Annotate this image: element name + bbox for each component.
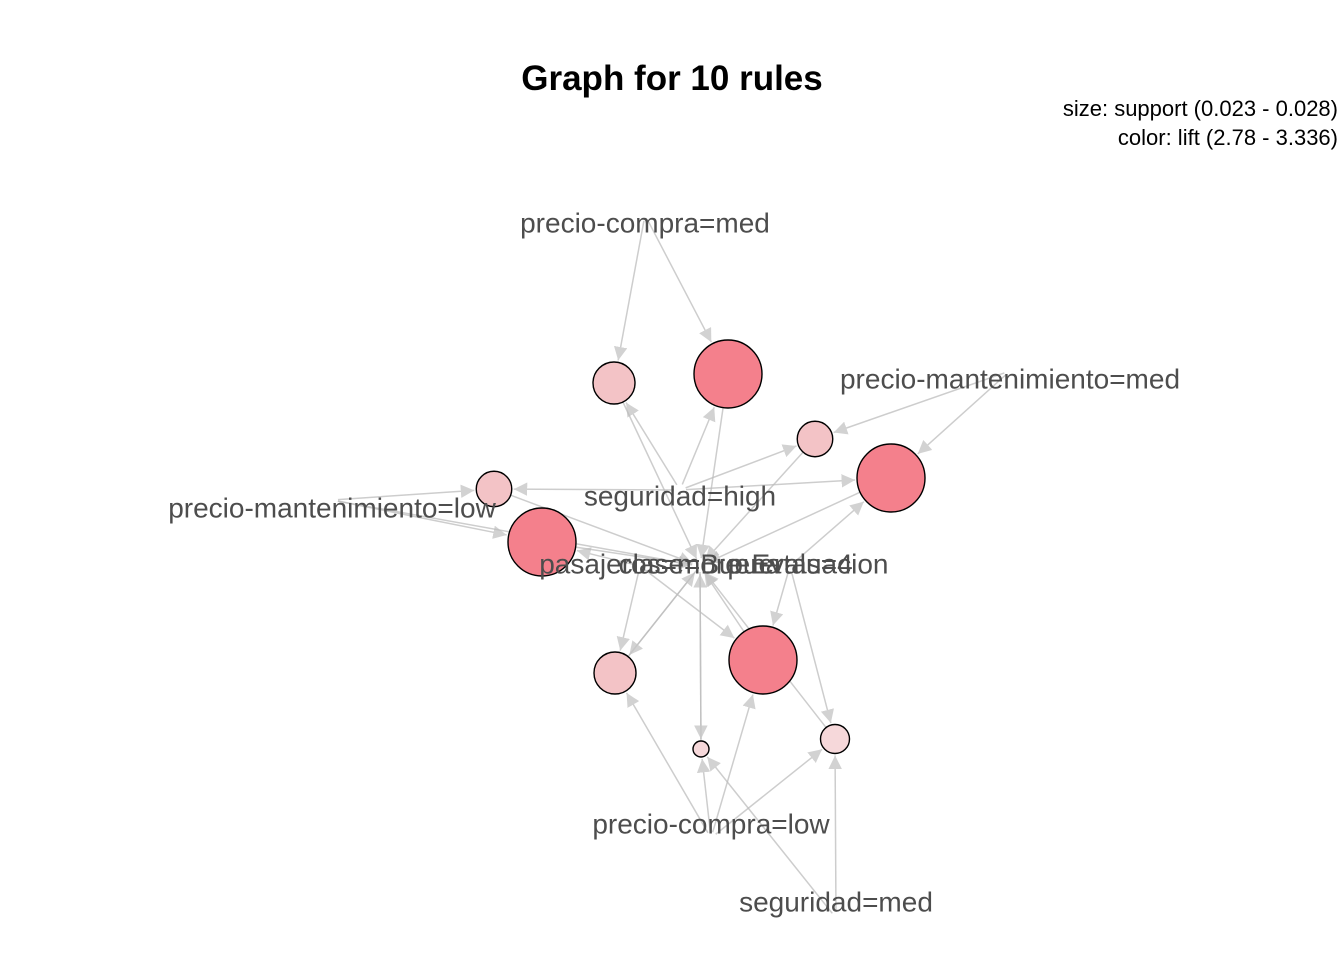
rule-node-r2 [693, 339, 763, 409]
edge-sm-r10 [828, 755, 842, 913]
edge-pu-r6 [794, 501, 865, 563]
item-label-pu: puertas=4 [727, 548, 852, 579]
rule-node-r7 [593, 651, 637, 695]
rule-node-r5 [796, 420, 834, 458]
edge-sh-r3 [513, 482, 675, 496]
edge-pcl-r10 [715, 748, 823, 835]
edge-r3-cb [510, 494, 693, 565]
edge-sh-r5 [685, 444, 797, 489]
edge-r4-cb [575, 546, 693, 570]
item-label-pmm: precio-mantenimiento=med [840, 363, 1180, 394]
item-label-cb: clase=Buena [619, 548, 782, 579]
edge-sh-r1 [625, 402, 678, 486]
edge-cb-r9 [694, 571, 708, 740]
item-label-pml: precio-mantenimiento=low [168, 492, 496, 523]
legend-size: size: support (0.023 - 0.028) [1063, 96, 1338, 121]
item-label-pcm: precio-compra=med [520, 207, 770, 238]
rule-node-r8 [728, 625, 798, 695]
item-label-sh: seguridad=high [584, 480, 776, 511]
rule-nodes-layer [475, 339, 926, 758]
item-labels-layer: precio-compra=med precio-mantenimiento=me… [168, 207, 1180, 917]
edge-sm-r9 [706, 756, 833, 914]
edge-r8-cb [703, 572, 745, 633]
edge-pcm-r2 [647, 219, 713, 343]
edge-r6-cb [706, 491, 861, 564]
edge-cb-r7 [628, 570, 697, 656]
edge-pmm-r6 [917, 374, 1007, 455]
rule-node-r9 [692, 740, 710, 758]
edge-sh-r2 [681, 406, 716, 485]
item-label-sm: seguridad=med [739, 886, 933, 917]
edge-pml-r3 [337, 484, 475, 501]
edge-pcl-r8 [711, 694, 756, 833]
edge-sh-r6 [685, 474, 856, 491]
edge-pu-r10 [790, 571, 834, 724]
legend-color: color: lift (2.78 - 3.336) [1118, 125, 1338, 150]
rule-node-r1 [592, 361, 636, 405]
edge-pas-r4 [576, 547, 635, 566]
edge-pcl-r9 [696, 758, 712, 833]
edge-pas-r7 [616, 571, 640, 651]
item-label-pas: pasajeros=more [539, 548, 741, 579]
edge-pcm-r1 [613, 220, 645, 361]
edges-layer [337, 219, 1007, 914]
item-label-ev: Evaluacion [752, 548, 889, 579]
graph-title: Graph for 10 rules [521, 59, 822, 98]
edge-pas-r8 [644, 569, 735, 639]
edge-pu-r8 [770, 571, 790, 626]
edge-pmm-r5 [833, 372, 1005, 435]
rule-node-r3 [475, 470, 513, 508]
edge-r2-cb [696, 407, 724, 559]
edge-r1-cb [622, 401, 698, 560]
edge-pcl-r7 [625, 692, 709, 834]
item-label-pcl: precio-compra=low [592, 808, 830, 839]
rule-node-r4 [507, 507, 577, 577]
rule-node-r10 [819, 723, 851, 755]
rule-node-r6 [856, 443, 926, 513]
edge-r5-cb [704, 451, 804, 561]
